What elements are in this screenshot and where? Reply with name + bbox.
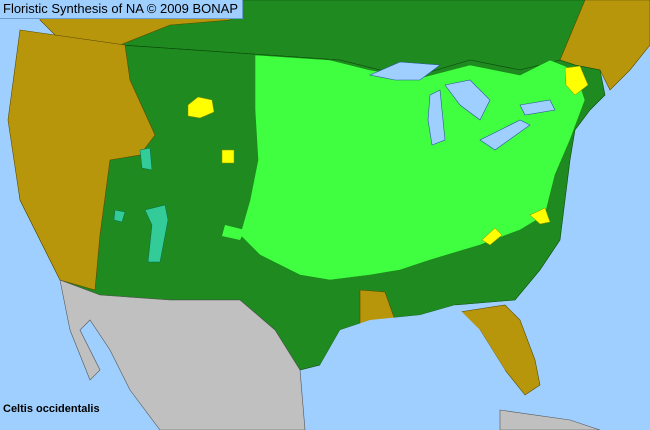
species-label: Celtis occidentalis xyxy=(3,403,100,415)
mexico-outside xyxy=(59,279,306,430)
west-green-patches xyxy=(222,225,245,240)
cuba xyxy=(499,409,601,430)
west-coast-absent xyxy=(7,29,156,291)
map-title: Floristic Synthesis of NA © 2009 BONAP xyxy=(0,0,244,19)
gulf-water xyxy=(320,305,505,430)
introduced-occurrences xyxy=(113,147,169,263)
rare-occurrences xyxy=(187,65,589,246)
great-lakes xyxy=(369,61,556,151)
